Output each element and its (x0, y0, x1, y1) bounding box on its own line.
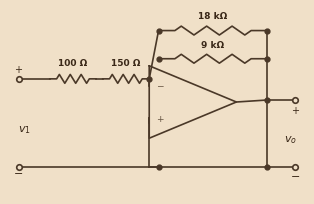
Text: 100 Ω: 100 Ω (58, 59, 88, 68)
Text: +: + (14, 65, 23, 75)
Text: $v_1$: $v_1$ (18, 124, 31, 136)
Text: $-$: $-$ (156, 81, 165, 90)
Text: 18 kΩ: 18 kΩ (198, 11, 228, 21)
Text: 150 Ω: 150 Ω (111, 59, 141, 68)
Text: $+$: $+$ (156, 114, 165, 124)
Text: $v_o$: $v_o$ (284, 134, 297, 146)
Text: −: − (291, 172, 300, 182)
Text: 9 kΩ: 9 kΩ (202, 41, 225, 50)
Text: +: + (291, 106, 300, 116)
Text: −: − (14, 170, 23, 180)
